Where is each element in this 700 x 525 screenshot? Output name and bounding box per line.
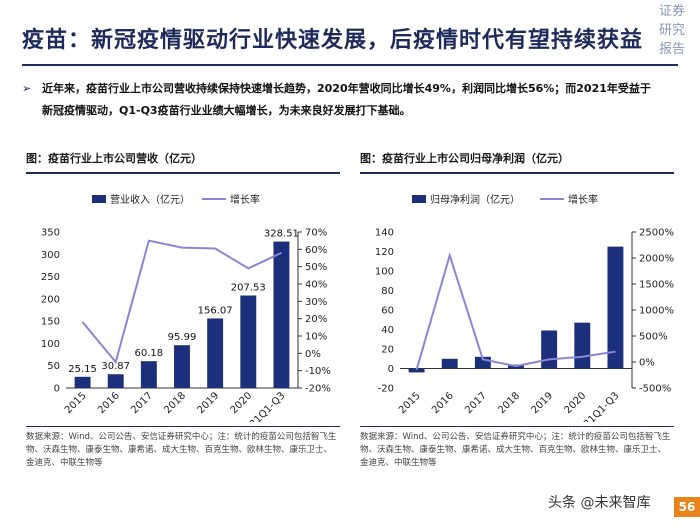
revenue-chart-top-rule bbox=[26, 172, 340, 174]
y-left-tick-label: 250 bbox=[41, 272, 60, 283]
revenue-chart-title: 图：疫苗行业上市公司营收（亿元） bbox=[26, 152, 202, 165]
y-right-tick-label: 20% bbox=[305, 314, 327, 325]
bullet-arrow-icon: ➢ bbox=[22, 82, 32, 95]
summary-text: ➢ 近年来，疫苗行业上市公司营收持续保持快速增长趋势，2020年营收同比增长49%… bbox=[22, 78, 672, 122]
badge-line-3: 报告 bbox=[658, 42, 685, 57]
bar-2021Q1-Q3 bbox=[607, 246, 624, 369]
y-right-tick-label: 70% bbox=[305, 228, 327, 239]
y-right-tick-label: 1000% bbox=[639, 306, 674, 317]
page-number: 56 bbox=[674, 497, 700, 517]
bar-2016 bbox=[441, 358, 458, 369]
profit-chart-source: 数据来源：Wind、公司公告、安信证券研究中心；注：统计的疫苗公司包括智飞生物、… bbox=[360, 432, 671, 468]
y-right-tick-label: -20% bbox=[305, 384, 331, 395]
legend-line-label: 增长率 bbox=[568, 193, 598, 206]
legend-bar-swatch bbox=[412, 195, 426, 203]
bar-2017 bbox=[474, 356, 491, 369]
y-left-tick-label: 350 bbox=[41, 228, 60, 239]
x-tick-label: 2018 bbox=[162, 390, 188, 416]
summary-line-1: 近年来，疫苗行业上市公司营收持续保持快速增长趋势，2020年营收同比增长49%，… bbox=[42, 82, 651, 95]
bar-2020 bbox=[240, 295, 257, 388]
profit-chart: 归母净利润（亿元） 增长率 -20 0 20 40 60 80 100 120 140 -500% 0%… bbox=[375, 193, 674, 439]
bar-2017 bbox=[140, 361, 157, 388]
y-left-tick-label: 300 bbox=[41, 250, 60, 261]
y-right-tick-label: 2000% bbox=[639, 254, 674, 265]
y-right-tick-label: -10% bbox=[305, 366, 331, 377]
badge-line-1: 证券 bbox=[658, 4, 685, 19]
y-left-tick-label: 0 bbox=[388, 364, 394, 375]
legend-bar-label: 归母净利润（亿元） bbox=[430, 193, 520, 206]
y-right-tick-label: 30% bbox=[305, 297, 327, 308]
bar-2015 bbox=[408, 368, 425, 373]
bar-data-label: 60.18 bbox=[135, 348, 164, 359]
x-tick-label: 2018 bbox=[496, 390, 522, 416]
y-left-tick-label: 60 bbox=[381, 306, 394, 317]
y-right-tick-label: 50% bbox=[305, 262, 327, 273]
growth-rate-line bbox=[415, 251, 616, 371]
y-left-tick-label: -20 bbox=[378, 384, 394, 395]
y-left-tick-label: 200 bbox=[41, 294, 60, 305]
bar-data-label: 25.15 bbox=[68, 364, 97, 375]
x-tick-label: 2015 bbox=[397, 390, 423, 416]
x-tick-label: 2016 bbox=[96, 390, 122, 416]
legend-line-label: 增长率 bbox=[230, 193, 260, 206]
revenue-chart: 营业收入（亿元） 增长率 0 50 100 150 200 250 300 350 -20% -10%… bbox=[41, 193, 331, 439]
y-right-tick-label: -500% bbox=[639, 384, 671, 395]
x-tick-label: 2020 bbox=[563, 390, 589, 416]
y-right-tick-label: 60% bbox=[305, 245, 327, 256]
y-left-tick-label: 50 bbox=[47, 361, 60, 372]
bar-data-label: 95.99 bbox=[168, 332, 197, 343]
legend-bar-swatch bbox=[92, 195, 106, 203]
y-right-tick-label: 2500% bbox=[639, 228, 674, 239]
y-right-tick-label: 40% bbox=[305, 280, 327, 291]
profit-chart-top-rule bbox=[360, 172, 674, 174]
y-left-tick-label: 80 bbox=[381, 286, 394, 297]
profit-chart-title: 图：疫苗行业上市公司归母净利润（亿元） bbox=[360, 152, 569, 165]
profit-chart-bottom-rule bbox=[360, 426, 674, 427]
y-left-tick-label: 150 bbox=[41, 317, 60, 328]
y-left-tick-label: 120 bbox=[375, 247, 394, 258]
bar-data-label: 328.51 bbox=[264, 229, 299, 240]
report-badge: 证券 研究 报告 bbox=[652, 2, 692, 59]
badge-line-2: 研究 bbox=[658, 23, 685, 38]
growth-rate-line bbox=[81, 239, 282, 365]
revenue-chart-panel: 图：疫苗行业上市公司营收（亿元） 营业收入（亿元） 增长率 0 50 100 150 200… bbox=[26, 150, 340, 470]
x-tick-label: 2019 bbox=[195, 390, 221, 416]
y-left-tick-label: 40 bbox=[381, 325, 394, 336]
bar-data-label: 30.87 bbox=[101, 361, 130, 372]
bar-2020 bbox=[574, 322, 591, 369]
legend-bar-label: 营业收入（亿元） bbox=[110, 193, 190, 206]
x-tick-label: 2020 bbox=[229, 390, 255, 416]
bar-data-label: 207.53 bbox=[231, 283, 266, 294]
page-title: 疫苗：新冠疫情驱动行业快速发展，后疫情时代有望持续获益 bbox=[22, 27, 644, 53]
bar-2021Q1-Q3 bbox=[273, 241, 290, 388]
y-right-tick-label: 500% bbox=[639, 332, 668, 343]
bar-2015 bbox=[74, 376, 91, 388]
bar-2019 bbox=[541, 330, 558, 369]
y-right-tick-label: 0% bbox=[639, 358, 655, 369]
summary-line-2: 新冠疫情驱动，Q1-Q3疫苗行业业绩大幅增长，为未来良好发展打下基础。 bbox=[42, 104, 411, 117]
profit-chart-panel: 图：疫苗行业上市公司归母净利润（亿元） 归母净利润（亿元） 增长率 -20 0 20 40… bbox=[360, 150, 674, 470]
watermark: 头条 @未来智库 bbox=[548, 495, 651, 511]
x-tick-label: 2015 bbox=[63, 390, 89, 416]
y-left-tick-label: 140 bbox=[375, 228, 394, 239]
y-left-tick-label: 0 bbox=[54, 384, 60, 395]
x-tick-label: 2016 bbox=[430, 390, 456, 416]
bar-2018 bbox=[174, 345, 190, 388]
x-tick-label: 2017 bbox=[129, 390, 155, 416]
bar-2019 bbox=[207, 318, 224, 388]
y-left-tick-label: 100 bbox=[41, 339, 60, 350]
y-right-tick-label: 1500% bbox=[639, 280, 674, 291]
revenue-chart-bottom-rule bbox=[26, 426, 340, 427]
y-left-tick-label: 100 bbox=[375, 267, 394, 278]
y-right-tick-label: 10% bbox=[305, 332, 327, 343]
x-tick-label: 2017 bbox=[463, 390, 489, 416]
y-left-tick-label: 20 bbox=[381, 345, 394, 356]
x-tick-label: 2019 bbox=[529, 390, 555, 416]
y-right-tick-label: 0% bbox=[305, 349, 321, 360]
bar-data-label: 156.07 bbox=[198, 305, 233, 316]
revenue-chart-source: 数据来源：Wind、公司公告、安信证券研究中心；注：统计的疫苗公司包括智飞生物、… bbox=[26, 432, 337, 468]
title-divider bbox=[22, 64, 678, 66]
bar-2016 bbox=[107, 374, 124, 388]
